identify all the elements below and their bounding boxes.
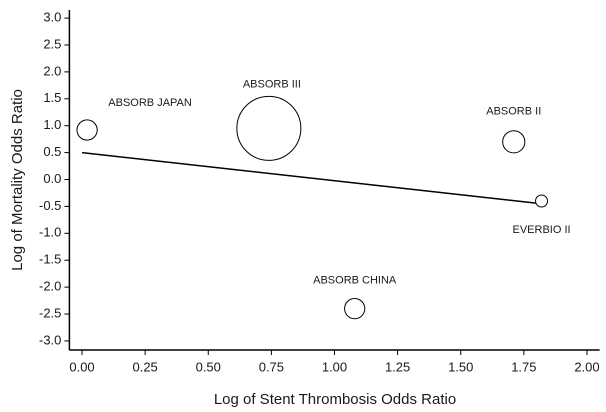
x-tick-label: 1.25: [385, 359, 410, 374]
y-tick-label: -1.5: [39, 252, 61, 267]
y-tick-label: -2.5: [39, 305, 61, 320]
bubble: [76, 119, 98, 141]
x-tick-label: 1.50: [448, 359, 473, 374]
y-tick-label: 2.0: [43, 63, 61, 78]
y-tick-label: 1.5: [43, 90, 61, 105]
bubble: [502, 130, 526, 154]
x-axis-title: Log of Stent Thrombosis Odds Ratio: [214, 391, 456, 408]
bubble: [236, 95, 302, 161]
y-tick-label: -1.0: [39, 225, 61, 240]
x-tick-label: 0.50: [196, 359, 221, 374]
point-label: ABSORB JAPAN: [108, 97, 192, 109]
y-tick-label: -3.0: [39, 332, 61, 347]
y-tick-label: 2.5: [43, 36, 61, 51]
point-label: ABSORB CHINA: [313, 275, 397, 287]
y-tick-label: -0.5: [39, 198, 61, 213]
y-tick-label: 0.0: [43, 171, 61, 186]
bubble: [344, 298, 366, 320]
y-tick-label: 0.5: [43, 144, 61, 159]
y-axis-title: Log of Mortality Odds Ratio: [9, 89, 26, 271]
point-label: EVERBIO II: [512, 224, 570, 236]
x-tick-label: 0.75: [259, 359, 284, 374]
x-tick-label: 1.00: [322, 359, 347, 374]
trend-line: [81, 151, 542, 205]
x-tick-label: 2.00: [574, 359, 599, 374]
point-label: ABSORB III: [243, 78, 301, 90]
point-label: ABSORB II: [486, 106, 541, 118]
x-tick-label: 0.00: [69, 359, 94, 374]
x-tick-label: 0.25: [132, 359, 157, 374]
bubble: [535, 194, 549, 208]
x-tick-label: 1.75: [511, 359, 536, 374]
y-tick-label: -2.0: [39, 279, 61, 294]
y-tick-label: 1.0: [43, 117, 61, 132]
y-tick-label: 3.0: [43, 10, 61, 25]
